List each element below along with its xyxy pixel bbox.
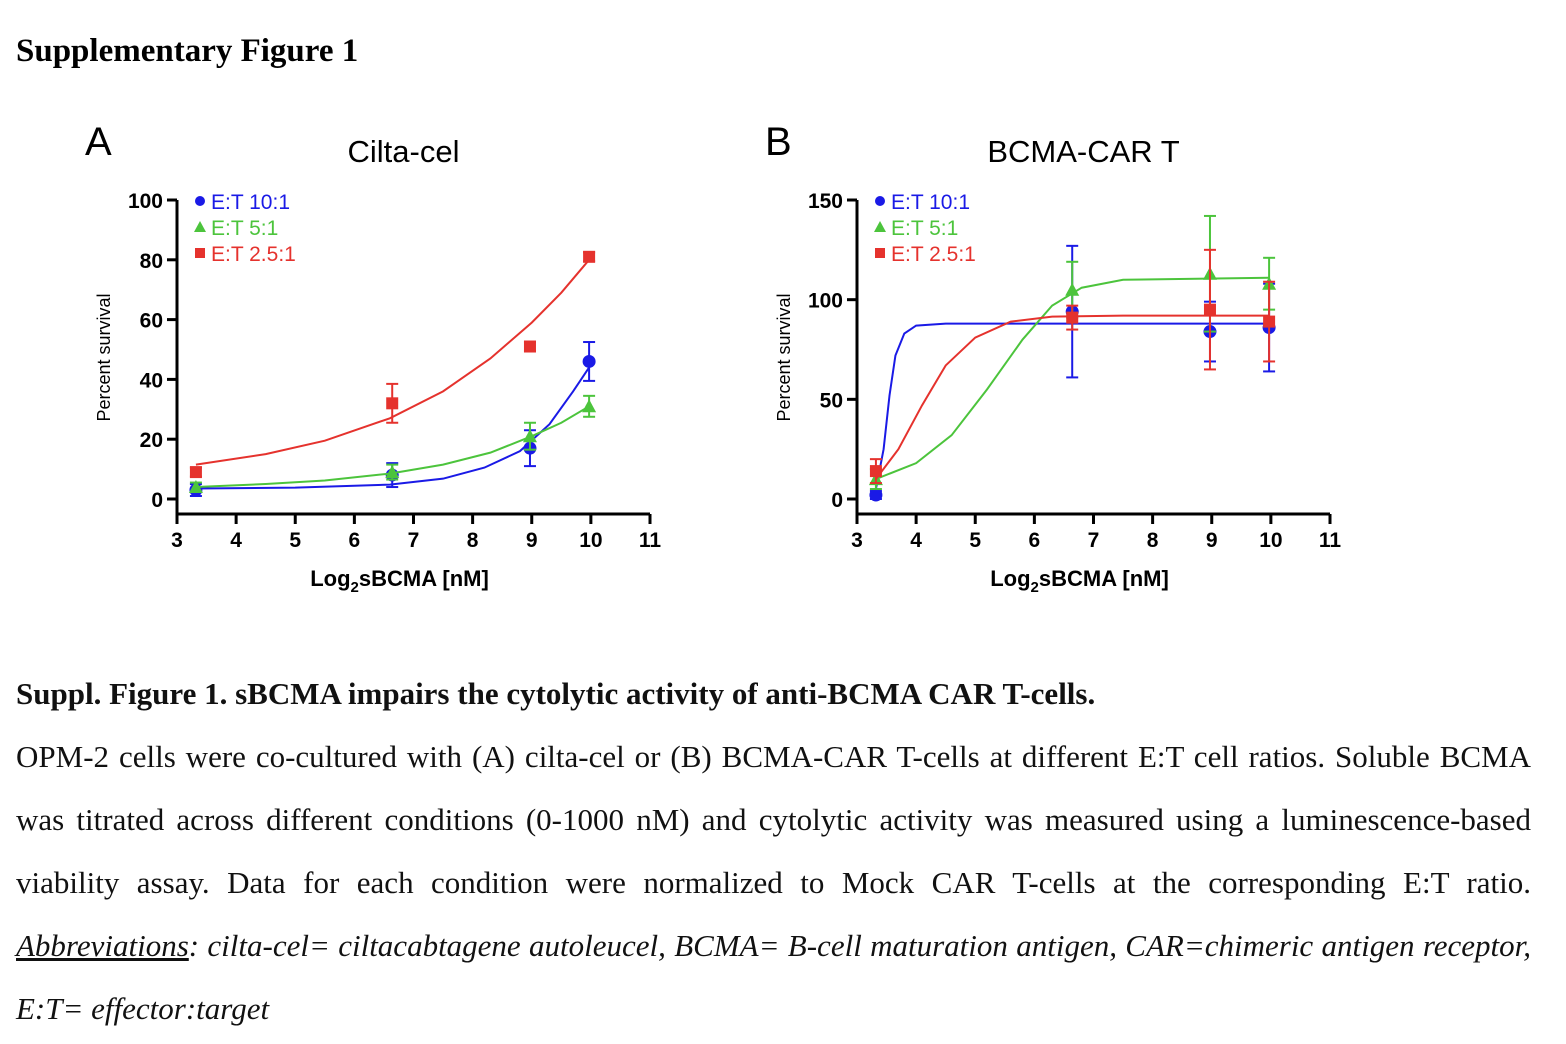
x-tick-label: 9	[526, 529, 538, 552]
abbreviations-text: : cilta-cel= ciltacabtagene autoleucel, …	[16, 928, 1531, 1026]
legend-label: E:T 10:1	[891, 191, 970, 214]
chart-a-svg: A Cilta-cel 0 20 40 60 80 100 3 4 5 6 7 8 9 10 11 Percent…	[85, 120, 662, 596]
data-point-square	[583, 250, 596, 263]
chart-b-svg: B BCMA-CAR T 0 50 100 150 3 4 5 6 7 8 9 10 11 Percent s…	[765, 120, 1342, 596]
abbreviations-label: Abbreviations	[16, 928, 189, 963]
chart-title: Cilta-cel	[348, 134, 460, 169]
legend-label: E:T 2.5:1	[891, 243, 976, 266]
data-point-triangle	[385, 465, 400, 479]
fit-curve-0	[195, 366, 590, 490]
legend-marker-square	[195, 248, 205, 258]
x-tick-label: 9	[1206, 529, 1218, 552]
data-point-triangle	[188, 480, 203, 494]
data-point-square	[869, 465, 882, 478]
caption-title: Suppl. Figure 1. sBCMA impairs the cytol…	[16, 676, 1096, 711]
data-point-square	[1066, 311, 1079, 324]
chart-title: BCMA-CAR T	[987, 134, 1179, 169]
x-tick-label: 5	[969, 529, 981, 552]
x-tick-label: 6	[1029, 529, 1041, 552]
caption-body: OPM-2 cells were co-cultured with (A) ci…	[16, 725, 1531, 1040]
y-tick-label: 150	[808, 190, 843, 213]
page-heading: Supplementary Figure 1	[16, 33, 359, 69]
data-point-circle	[582, 354, 596, 368]
data-point-square	[1203, 303, 1216, 316]
fit-curve-1	[875, 276, 1270, 480]
legend-marker-circle	[195, 196, 205, 206]
legend-label: E:T 5:1	[891, 217, 958, 240]
figure-caption: Suppl. Figure 1. sBCMA impairs the cytol…	[16, 662, 1531, 1040]
fit-curve-1	[195, 405, 590, 489]
data-point-triangle	[522, 429, 537, 443]
data-point-triangle	[582, 399, 597, 413]
caption-text: OPM-2 cells were co-cultured with (A) ci…	[16, 739, 1531, 900]
x-tick-label: 11	[639, 529, 662, 552]
data-point-square	[1263, 315, 1276, 328]
legend-marker-triangle	[194, 221, 206, 232]
data-point-square	[523, 340, 536, 353]
chart-panel-a: A Cilta-cel 0 20 40 60 80 100 3 4 5 6 7 8 9 10 11 Percent…	[60, 110, 700, 610]
x-tick-label: 11	[1319, 529, 1342, 552]
x-tick-label: 10	[1259, 529, 1282, 552]
y-axis-label: Percent survival	[774, 293, 794, 421]
x-tick-label: 8	[1147, 529, 1159, 552]
y-tick-label: 60	[140, 310, 163, 333]
x-axis-label: Log2sBCMA [nM]	[990, 566, 1169, 596]
y-tick-label: 100	[808, 290, 843, 313]
x-tick-label: 10	[579, 529, 602, 552]
legend-label: E:T 10:1	[211, 191, 290, 214]
fit-curve-2	[875, 314, 1270, 480]
y-tick-label: 80	[140, 250, 163, 273]
panel-label: B	[765, 120, 792, 164]
y-tick-label: 20	[140, 429, 163, 452]
legend-marker-triangle	[874, 221, 886, 232]
legend-label: E:T 2.5:1	[211, 243, 296, 266]
x-tick-label: 5	[289, 529, 301, 552]
y-tick-label: 0	[831, 489, 843, 512]
data-point-square	[189, 466, 202, 479]
x-tick-label: 4	[910, 529, 922, 552]
y-tick-label: 50	[820, 389, 843, 412]
data-point-circle	[869, 488, 883, 502]
x-tick-label: 3	[171, 529, 183, 552]
chart-panel-b: B BCMA-CAR T 0 50 100 150 3 4 5 6 7 8 9 10 11 Percent s…	[740, 110, 1380, 610]
x-tick-label: 7	[1088, 529, 1100, 552]
x-tick-label: 7	[408, 529, 420, 552]
x-tick-label: 4	[230, 529, 242, 552]
x-tick-label: 8	[467, 529, 479, 552]
y-axis-label: Percent survival	[94, 293, 114, 421]
y-tick-label: 100	[128, 190, 163, 213]
x-tick-label: 6	[349, 529, 361, 552]
x-tick-label: 3	[851, 529, 863, 552]
fit-curve-2	[195, 259, 590, 466]
panel-label: A	[85, 120, 112, 164]
legend-marker-square	[875, 248, 885, 258]
y-tick-label: 0	[151, 489, 163, 512]
data-point-square	[386, 397, 399, 410]
legend-label: E:T 5:1	[211, 217, 278, 240]
data-point-triangle	[1065, 282, 1080, 296]
y-tick-label: 40	[140, 369, 163, 392]
legend-marker-circle	[875, 196, 885, 206]
x-axis-label: Log2sBCMA [nM]	[310, 566, 489, 596]
